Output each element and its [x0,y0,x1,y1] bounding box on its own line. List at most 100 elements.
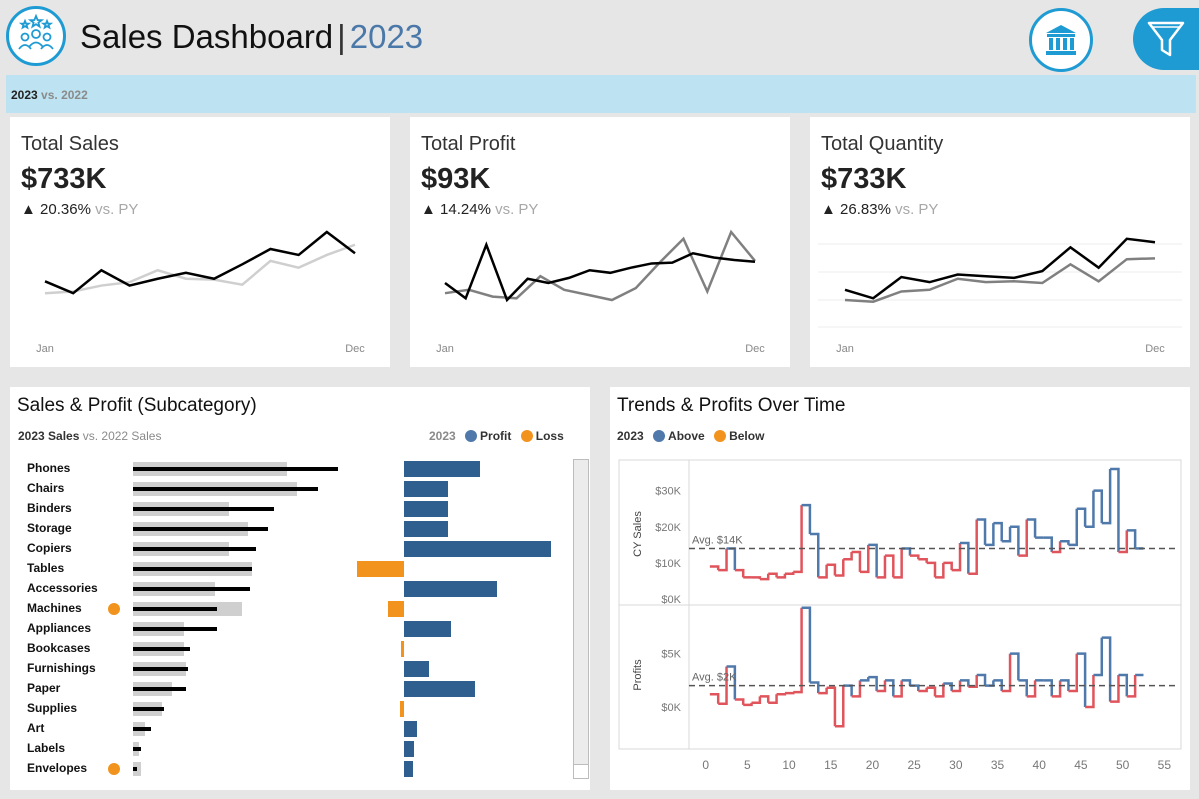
trends-title: Trends & Profits Over Time [617,395,846,416]
subcategory-label: Copiers [27,541,72,555]
current-sales-bar [133,567,252,571]
sales-ytick-label: $10K [655,558,681,570]
x-tick-label: 25 [907,758,921,772]
sales-step-segment [1068,508,1079,547]
subcategory-row[interactable]: Furnishings [10,659,570,679]
profit-ylabel: Profits [632,659,644,691]
sales-step-segment [843,552,853,561]
series-line-2023 [844,237,1156,300]
profit-step-segment [976,673,987,686]
legend-loss: Loss [535,429,564,443]
sales-step-segment [1126,529,1137,549]
sales-step-segment [1060,539,1070,545]
sales-ytick-label: $20K [655,522,681,534]
sales-step-segment [868,543,878,578]
filter-button[interactable] [1133,8,1199,70]
kpi-vs-label: vs. PY [895,201,939,218]
sales-step-segment [951,543,962,572]
sales-step-segment [918,558,928,563]
subcategory-row[interactable]: Chairs [10,479,570,499]
profit-step-segment [968,675,978,688]
profit-step-segment [818,687,828,695]
subcategory-legend-profit: 2023 Profit Loss [429,429,564,443]
profit-step-segment [1085,675,1095,709]
profit-step-segment [734,698,745,705]
sales-step-segment [901,547,912,556]
subcategory-row[interactable]: Art [10,719,570,739]
bank-button[interactable] [1029,8,1093,72]
subcategory-row[interactable]: Storage [10,519,570,539]
kpi-delta-value: 26.83% [840,201,891,218]
loss-bar [356,561,404,577]
profit-step-segment [993,679,1003,691]
x-end-label: Dec [1145,343,1165,355]
profit-bar [404,501,449,517]
subcategory-row[interactable]: Bookcases [10,639,570,659]
x-tick-label: 5 [744,758,751,772]
profit-step-segment [751,696,762,704]
subcategory-label: Binders [27,501,72,515]
scrollbar-thumb[interactable] [574,764,588,778]
subcategory-label: Phones [27,461,71,475]
legend-below: Below [729,429,765,443]
series-line-2022 [844,257,1156,303]
subcategory-label: Tables [27,561,65,575]
profit-bar [404,681,475,697]
profit-step-segment [960,679,970,687]
sales-step-segment [993,521,1003,542]
subcategory-row[interactable]: Paper [10,679,570,699]
subcategory-row[interactable]: Phones [10,459,570,479]
banner-comparison: vs. 2022 [41,88,88,102]
subcategory-row[interactable]: Supplies [10,699,570,719]
sales-step-segment [1026,518,1037,538]
sales-step-segment [876,555,887,579]
kpi-delta-value: 14.24% [440,201,491,218]
x-tick-label: 35 [991,758,1005,772]
subcategory-row[interactable]: Copiers [10,539,570,559]
current-sales-bar [133,727,152,731]
subcategory-title: Sales & Profit (Subcategory) [17,395,257,416]
kpi-sparkline: Jan Dec [36,230,365,355]
subcategory-label: Paper [27,681,61,695]
subcategory-row[interactable]: Machines [10,599,570,619]
subcategory-row[interactable]: Binders [10,499,570,519]
bank-icon [1046,25,1076,55]
profit-step-segment [1093,637,1104,677]
sales-step-segment [1101,469,1112,525]
profit-step-segment [1126,675,1137,698]
subcategory-row[interactable]: Appliances [10,619,570,639]
subcategory-row[interactable]: Labels [10,739,570,759]
profit-step-segment [876,680,887,693]
kpi-title: Total Quantity [821,133,944,155]
current-sales-bar [133,487,318,491]
up-arrow-icon: ▲ [21,201,36,218]
profit-step-segment [859,677,870,682]
sales-step-segment [1093,489,1104,524]
comparison-banner: 2023 vs. 2022 [6,75,1196,113]
kpi-value: $93K [421,163,491,195]
subcategory-row[interactable]: Accessories [10,579,570,599]
sales-step-segment [768,572,778,578]
sales-step-segment [884,554,895,578]
current-sales-bar [133,667,189,671]
x-start-label: Jan [436,343,454,355]
sales-step-segment [809,532,820,578]
x-tick-label: 45 [1074,758,1088,772]
x-tick-label: 0 [702,758,709,772]
subcategory-label: Storage [27,521,72,535]
sales-step-segment [776,573,787,579]
trends-legend: 2023 Above Below [617,429,764,443]
above-dot-icon [653,430,666,442]
current-sales-bar [133,767,138,771]
sales-step-segment [801,503,812,534]
subcategory-row[interactable]: Envelopes [10,759,570,779]
kpi-card-total-sales: Total Sales $733K ▲ 20.36% vs. PY Jan Dec [10,117,390,367]
page-title-text: Sales Dashboard [80,18,334,55]
sales-step-segment [1001,526,1012,543]
subcategory-row[interactable]: Tables [10,559,570,579]
sales-step-segment [826,563,837,576]
sales-step-segment [1018,519,1028,557]
subcategory-scrollbar[interactable] [573,459,589,779]
sales-step-segment [976,518,987,545]
profit-step-segment [901,679,912,686]
